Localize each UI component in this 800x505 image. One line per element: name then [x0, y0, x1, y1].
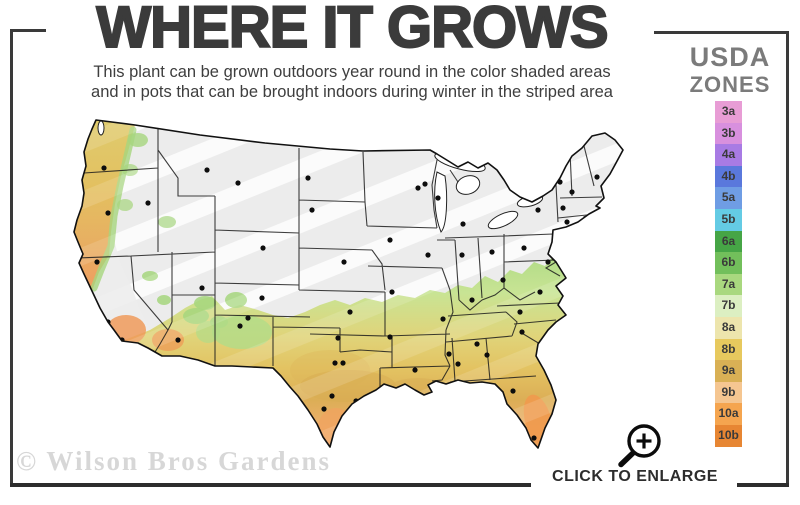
frame-border-bottom-left: [10, 483, 531, 487]
us-outline: [73, 119, 624, 449]
subtitle: This plant can be grown outdoors year ro…: [32, 62, 672, 102]
zone-swatch-9a: 9a: [715, 360, 742, 382]
legend-title-line1: USDA: [689, 42, 771, 72]
legend-title: USDA ZONES: [672, 44, 788, 96]
zone-swatch-10a: 10a: [715, 403, 742, 425]
zone-swatch-9b: 9b: [715, 381, 742, 404]
zone-swatch-5a: 5a: [715, 187, 742, 209]
zone-swatch-10b: 10b: [715, 424, 742, 447]
zone-swatch-6b: 6b: [715, 252, 742, 274]
frame-border-top-left: [10, 29, 46, 32]
legend-title-line2: ZONES: [689, 72, 771, 97]
page-title: WHERE IT GROWS: [95, 0, 609, 61]
zone-swatch-4a: 4a: [715, 144, 742, 166]
zone-swatch-6a: 6a: [715, 230, 742, 253]
frame-border-left: [10, 29, 13, 486]
watermark: © Wilson Bros Gardens: [16, 446, 331, 476]
zone-swatch-7a: 7a: [715, 273, 742, 296]
zone-swatch-3b: 3b: [715, 122, 742, 145]
subtitle-line1: This plant can be grown outdoors year ro…: [93, 63, 611, 81]
usda-zones-legend: 3a 3b 4a 4b 5a 5b 6a 6b 7a 7b 8a 8b 9a 9…: [715, 101, 742, 447]
frame-border-top-right: [654, 31, 789, 34]
frame-border-bottom-right: [737, 483, 789, 487]
subtitle-line2: and in pots that can be brought indoors …: [91, 83, 613, 101]
frame-border-right: [786, 31, 789, 486]
zone-swatch-4b: 4b: [715, 165, 742, 188]
zone-swatch-5b: 5b: [715, 208, 742, 231]
zone-swatch-3a: 3a: [715, 101, 742, 123]
click-to-enlarge-label[interactable]: CLICK TO ENLARGE: [552, 468, 718, 485]
magnifier-zoom-icon[interactable]: [612, 418, 672, 474]
zone-swatch-8a: 8a: [715, 316, 742, 339]
zone-swatch-8b: 8b: [715, 338, 742, 361]
zone-swatch-7b: 7b: [715, 295, 742, 317]
